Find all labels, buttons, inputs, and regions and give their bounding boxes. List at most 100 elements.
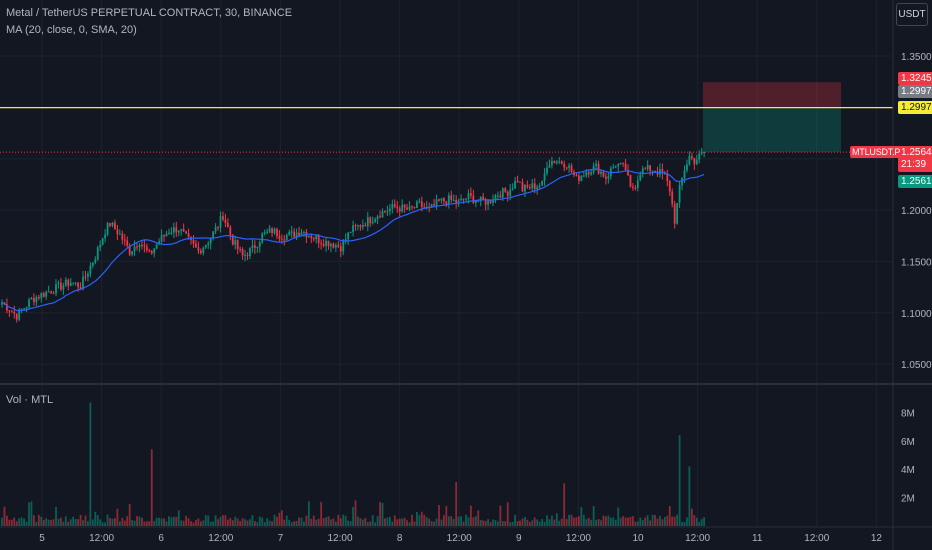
candle-body	[187, 233, 190, 237]
price-tick-label: 1.0500	[901, 360, 932, 371]
candle-body	[55, 284, 57, 294]
candle-body	[209, 237, 212, 244]
volume-bar	[352, 506, 354, 526]
volume-bar	[33, 515, 35, 526]
candle-body	[504, 188, 507, 192]
candle-body	[320, 242, 323, 244]
ma-indicator-legend[interactable]: MA (20, close, 0, SMA, 20)	[6, 24, 137, 36]
volume-bar	[531, 520, 534, 526]
candle-body	[69, 282, 72, 286]
volume-bar	[359, 518, 362, 526]
candle-body	[460, 198, 462, 201]
candle-body	[163, 235, 165, 237]
volume-bar	[654, 514, 656, 526]
volume-bar	[624, 517, 627, 526]
volume-bar	[347, 520, 350, 526]
candle-body	[77, 282, 80, 288]
volume-bar	[87, 521, 89, 526]
volume-indicator-legend[interactable]: Vol · MTL	[6, 394, 54, 406]
volume-bar	[168, 516, 170, 526]
candle-body	[111, 222, 114, 226]
time-tick-label: 12:00	[208, 533, 233, 544]
volume-bar	[533, 517, 536, 526]
candle-body	[690, 156, 693, 159]
volume-bar	[703, 517, 706, 526]
volume-bar	[435, 518, 438, 526]
volume-bar	[224, 515, 227, 526]
volume-bar	[334, 521, 337, 526]
candle-body	[678, 185, 681, 203]
candle-body	[661, 169, 664, 174]
currency-button[interactable]: USDT	[896, 3, 928, 26]
volume-bar	[602, 515, 605, 526]
volume-bar	[629, 517, 632, 526]
volume-bar	[349, 521, 352, 526]
candle-body	[654, 170, 656, 172]
volume-bar	[143, 521, 146, 526]
candle-body	[312, 238, 315, 240]
candle-body	[403, 204, 406, 208]
candle-body	[40, 293, 43, 299]
candle-body	[6, 304, 8, 311]
candle-body	[123, 239, 126, 241]
long-short-position-tool[interactable]	[703, 82, 841, 153]
volume-bar	[445, 505, 448, 526]
candle-body	[256, 246, 259, 248]
volume-bar	[138, 516, 141, 526]
candle-body	[30, 297, 33, 300]
volume-bar	[361, 519, 364, 526]
volume-bar	[357, 516, 359, 526]
volume-bar	[62, 521, 65, 526]
candle-body	[406, 207, 408, 210]
candle-body	[462, 198, 465, 200]
volume-bar	[686, 517, 688, 526]
volume-bar	[64, 516, 67, 526]
last-price-badge: 1.2564 21:39	[898, 146, 932, 172]
candle-body	[629, 175, 632, 187]
candle-body	[595, 163, 598, 166]
chart-title[interactable]: Metal / TetherUS PERPETUAL CONTRACT, 30,…	[6, 7, 293, 19]
candle-body	[347, 232, 350, 240]
candle-body	[361, 225, 364, 228]
candle-body	[50, 291, 52, 294]
volume-bar	[511, 521, 514, 526]
volume-bar	[609, 517, 612, 526]
volume-bar	[470, 505, 472, 526]
candle-body	[94, 259, 97, 263]
candle-body	[37, 297, 40, 299]
volume-bar	[116, 508, 119, 526]
ma-polyline	[1, 168, 705, 312]
volume-bar	[283, 519, 286, 526]
volume-bar	[369, 521, 372, 526]
volume-bar	[364, 517, 367, 526]
volume-bar	[212, 521, 215, 526]
volume-bar	[249, 519, 251, 526]
volume-bar	[141, 517, 143, 526]
volume-bar	[474, 516, 477, 526]
candle-body	[251, 245, 254, 249]
volume-bar	[676, 514, 679, 526]
volume-bar	[482, 520, 485, 526]
volume-bar	[20, 517, 23, 526]
time-tick-label: 9	[516, 533, 522, 544]
volume-bar	[683, 522, 686, 526]
candle-body	[619, 162, 622, 164]
candle-body	[263, 232, 266, 234]
volume-bar	[153, 521, 156, 526]
price-lines[interactable]	[0, 107, 893, 153]
candlesticks	[1, 147, 706, 323]
candle-body	[565, 167, 568, 169]
volume-bar	[639, 517, 642, 526]
volume-bar	[452, 518, 455, 526]
volume-bar	[67, 521, 70, 526]
candle-body	[153, 248, 156, 254]
candle-body	[141, 245, 143, 247]
volume-bar	[28, 502, 30, 526]
volume-bar	[96, 515, 99, 526]
candle-body	[408, 206, 411, 210]
candle-body	[271, 228, 273, 234]
candle-body	[548, 165, 551, 168]
candle-body	[337, 245, 340, 247]
volume-bar	[543, 521, 546, 526]
